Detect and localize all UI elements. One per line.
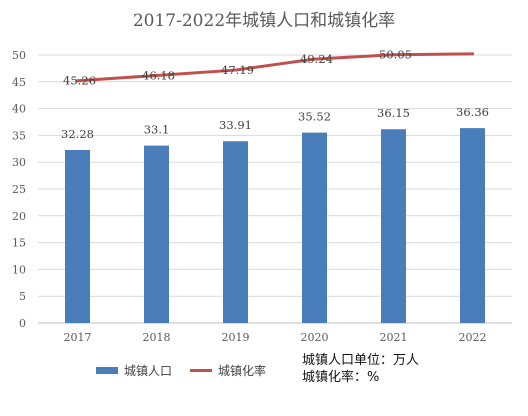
units-note-rate: 城镇化率：% xyxy=(302,370,380,385)
legend-item-urban-population: 城镇人口 xyxy=(96,362,172,379)
legend-label-urbanization-rate: 城镇化率 xyxy=(218,364,267,378)
line-data-label: 47.19 xyxy=(221,63,254,77)
units-note-population: 城镇人口单位：万人 xyxy=(302,353,420,368)
line-data-label: 49.24 xyxy=(300,52,333,66)
legend: 城镇人口 城镇化率 xyxy=(96,362,284,379)
x-tick-label: 2021 xyxy=(380,331,408,344)
y-tick-label: 30 xyxy=(12,156,26,169)
bar xyxy=(223,141,248,323)
y-tick-label: 20 xyxy=(12,210,26,223)
bar-data-label: 36.36 xyxy=(456,105,489,119)
y-tick-label: 35 xyxy=(12,129,26,142)
x-tick-label: 2022 xyxy=(459,331,487,344)
legend-swatch-bar xyxy=(96,367,118,374)
bar-data-label: 32.28 xyxy=(61,127,94,141)
bar xyxy=(381,129,406,323)
bar-data-label: 35.52 xyxy=(298,110,331,124)
y-tick-label: 50 xyxy=(12,49,26,62)
chart-title: 2017-2022年城镇人口和城镇化率 xyxy=(132,11,396,31)
line-data-label: 46.18 xyxy=(142,68,175,82)
line-point xyxy=(155,73,158,77)
line-point xyxy=(392,53,395,57)
y-tick-label: 5 xyxy=(19,290,26,303)
y-tick-label: 0 xyxy=(19,317,26,330)
x-tick-label: 2019 xyxy=(222,331,250,344)
x-tick-label: 2018 xyxy=(143,331,171,344)
bar-data-label: 33.1 xyxy=(144,123,170,137)
y-tick-label: 15 xyxy=(12,237,26,250)
legend-swatch-line xyxy=(190,369,213,372)
y-tick-label: 40 xyxy=(12,103,26,116)
bar xyxy=(302,132,327,323)
line-data-label: 50.05 xyxy=(379,48,412,62)
y-tick-label: 45 xyxy=(12,76,26,89)
bar-data-label: 33.91 xyxy=(219,118,252,132)
bar xyxy=(65,149,90,323)
units-note: 城镇人口单位：万人 城镇化率：% xyxy=(302,352,419,386)
line-point xyxy=(234,68,237,72)
y-tick-label: 10 xyxy=(12,263,26,276)
bar xyxy=(460,128,485,323)
y-tick-label: 25 xyxy=(12,183,26,196)
bar-data-label: 36.15 xyxy=(377,106,410,120)
line-data-label: 45.26 xyxy=(63,74,96,88)
x-tick-label: 2017 xyxy=(64,331,92,344)
legend-item-urbanization-rate: 城镇化率 xyxy=(190,362,266,379)
line-point xyxy=(313,57,316,61)
line-point xyxy=(471,52,474,56)
line-point xyxy=(76,79,79,83)
x-tick-label: 2020 xyxy=(301,331,329,344)
line-series xyxy=(76,52,474,83)
legend-label-urban-population: 城镇人口 xyxy=(124,364,173,378)
bar xyxy=(144,145,169,323)
